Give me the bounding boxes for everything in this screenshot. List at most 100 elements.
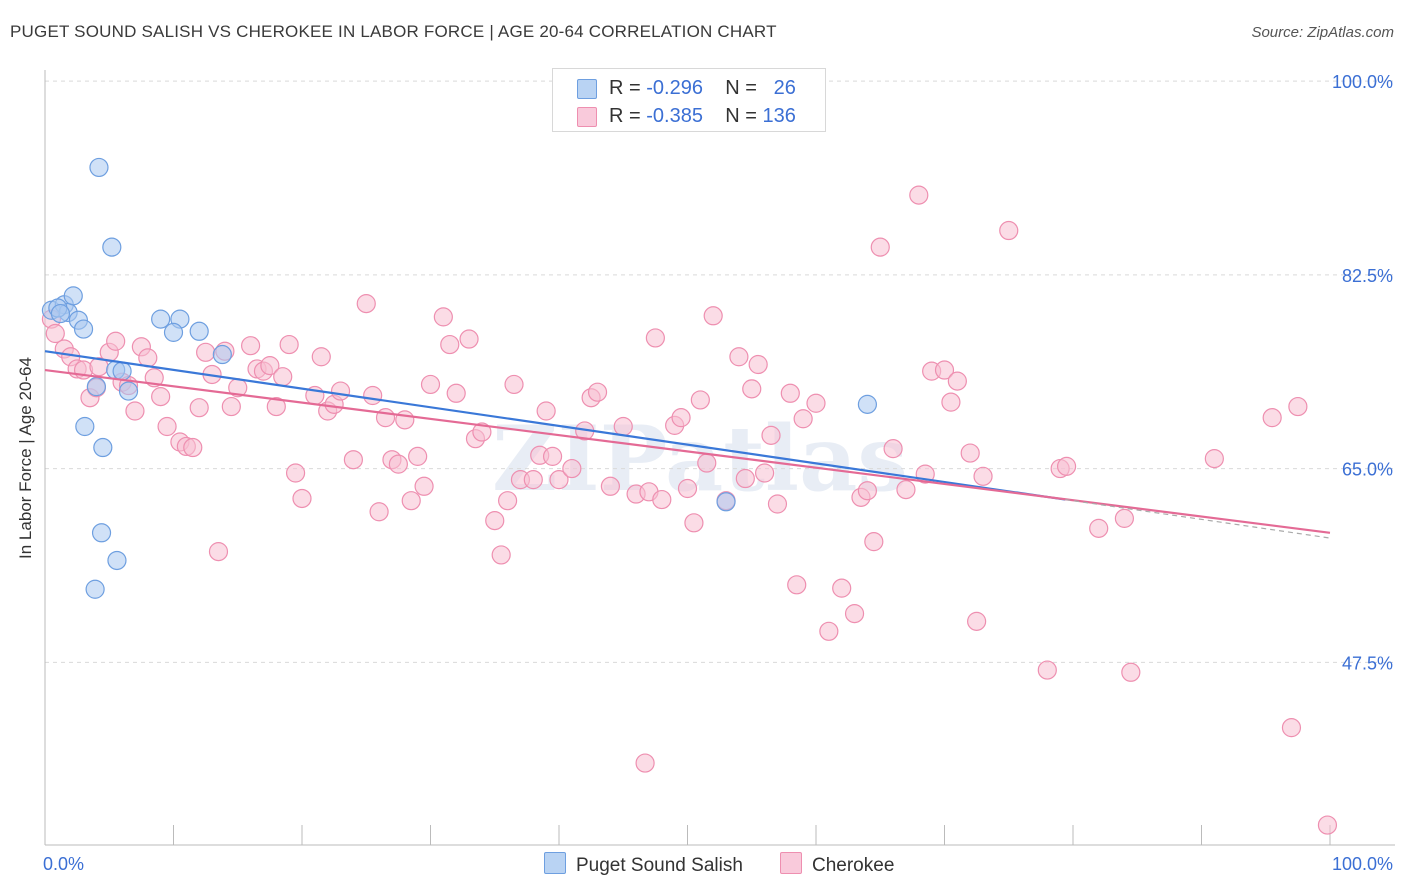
cherokee-point [684, 513, 704, 533]
puget-sound-salish-point [189, 321, 209, 341]
cherokee-point [761, 425, 781, 445]
cherokee-point [973, 466, 993, 486]
cherokee-point [806, 393, 826, 413]
cherokee-point [151, 387, 171, 407]
cherokee-point [401, 491, 421, 511]
cherokee-point [542, 446, 563, 466]
cherokee-point [459, 329, 479, 349]
puget-sound-salish-point [93, 437, 113, 458]
cherokee-point [857, 481, 878, 501]
legend-r-value: -0.385 [646, 105, 703, 127]
puget-sound-salish-point [73, 319, 94, 339]
cherokee-point [363, 385, 383, 406]
cherokee-point [356, 294, 376, 314]
cherokee-point [106, 331, 126, 351]
chart-title: PUGET SOUND SALISH VS CHEROKEE IN LABOR … [10, 22, 777, 41]
y-tick-label: 82.5% [1342, 266, 1393, 286]
x-tick-label: 100.0% [1332, 854, 1393, 874]
cherokee-point [909, 185, 929, 205]
puget-sound-salish-point [112, 361, 132, 381]
cherokee-point [260, 356, 280, 376]
puget-sound-salish-point [63, 286, 83, 306]
cherokee-point [285, 463, 306, 483]
cherokee-point [330, 381, 351, 401]
y-tick-label: 65.0% [1342, 460, 1393, 480]
cherokee-point [832, 578, 852, 598]
cherokee-point [870, 237, 890, 257]
cherokee-point [388, 454, 408, 474]
cherokee-point [1114, 508, 1135, 528]
cherokee-point [793, 409, 813, 429]
puget-sound-salish-point [857, 394, 878, 414]
y-axis-label: In Labor Force | Age 20-64 [16, 357, 35, 559]
cherokee-point [754, 463, 775, 483]
x-tick-label: 0.0% [43, 854, 84, 874]
bottom-legend-label: Cherokee [812, 855, 895, 876]
cherokee-point [864, 532, 884, 552]
bottom-legend-puget-sound-salish: Puget Sound Salish [544, 852, 743, 877]
source-label: Source: ZipAtlas.com [1251, 24, 1394, 41]
cherokee-point [767, 494, 788, 514]
cherokee-point [343, 450, 363, 470]
puget-sound-salish-point [151, 309, 171, 329]
puget-sound-salish-point [75, 416, 95, 437]
cherokee-point [690, 390, 710, 410]
puget-sound-salish-point [85, 579, 105, 599]
cherokee-point [645, 328, 665, 348]
cherokee-point [787, 575, 807, 595]
puget-sound-salish-point [212, 344, 232, 365]
puget-sound-salish-point [163, 322, 184, 342]
cherokee-point [844, 604, 865, 624]
cherokee-point [1204, 449, 1224, 469]
cherokee-point [600, 476, 621, 496]
puget-sound-salish-point [86, 377, 107, 397]
cherokee-point [157, 416, 177, 437]
cherokee-point [1121, 662, 1141, 682]
cherokee-point [279, 334, 299, 355]
cherokee-point [635, 753, 655, 773]
cherokee-point [369, 502, 389, 522]
cherokee-point [491, 545, 511, 565]
cherokee-point [472, 422, 492, 442]
cherokee-point [485, 511, 505, 531]
cherokee-point [748, 354, 768, 375]
cherokee-point [266, 396, 286, 417]
cherokee-point [1037, 660, 1057, 680]
cherokee-point [562, 458, 582, 479]
cherokee-point [433, 307, 453, 327]
bottom-legend-swatch-blue [544, 852, 566, 874]
y-tick-label: 100.0% [1332, 72, 1393, 92]
cherokee-point [189, 398, 209, 418]
cherokee-point [241, 336, 261, 356]
cherokee-point [273, 367, 293, 387]
cherokee-point [780, 383, 800, 403]
cherokee-point [742, 379, 762, 399]
cherokee-point [697, 453, 717, 473]
cherokee-point [941, 392, 961, 412]
cherokee-point [414, 476, 434, 496]
cherokee-point [1262, 408, 1282, 428]
cherokee-point [523, 470, 543, 490]
cherokee-point [395, 410, 415, 430]
cherokee-point [652, 489, 672, 510]
puget-sound-salish-point [89, 157, 109, 178]
cherokee-point [208, 542, 229, 562]
legend-swatch-blue [577, 79, 597, 99]
cherokee-point [729, 347, 749, 367]
cherokee-point [536, 401, 556, 421]
cherokee-point [671, 408, 691, 428]
cherokee-point [183, 437, 203, 458]
legend-r-value: -0.296 [646, 77, 703, 99]
cherokee-point [735, 468, 755, 489]
bottom-legend-cherokee: Cherokee [780, 852, 894, 877]
y-tick-label: 47.5% [1342, 653, 1393, 673]
cherokee-point [446, 383, 466, 403]
cherokee-point [221, 396, 241, 417]
cherokee-trendline [44, 368, 1331, 534]
cherokee-point [45, 323, 65, 344]
cherokee-point [504, 374, 524, 395]
cherokee-point [703, 306, 723, 326]
cherokee-point [1281, 718, 1302, 738]
cherokee-point [1317, 815, 1338, 835]
